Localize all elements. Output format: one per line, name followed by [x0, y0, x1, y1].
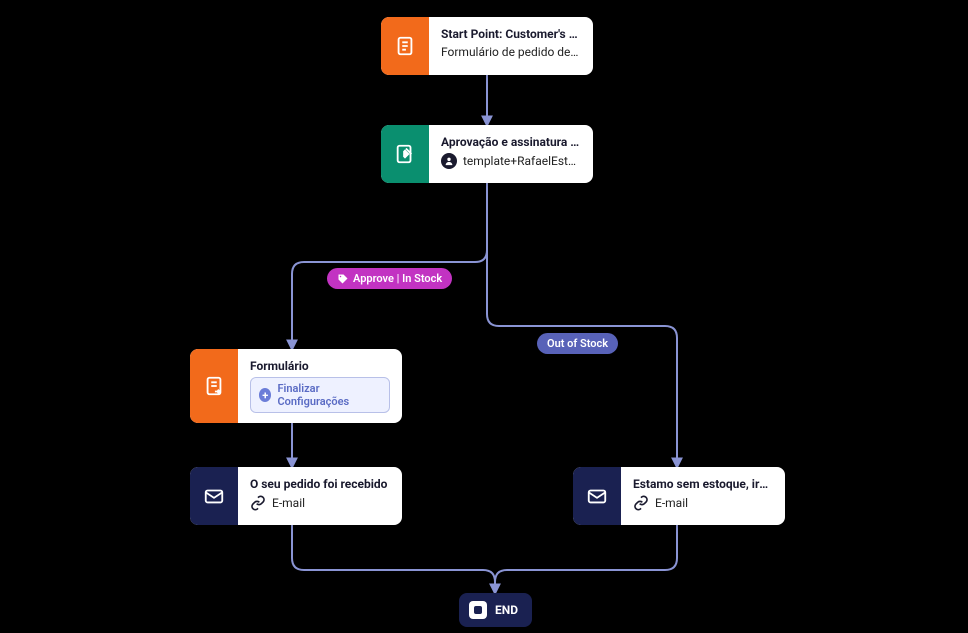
end-label: END	[495, 603, 518, 617]
user-icon	[441, 153, 457, 169]
node-subtitle: template+RafaelEstev...	[441, 153, 581, 169]
edge	[495, 525, 677, 593]
flow-node-approval[interactable]: Aprovação e assinatura do es... template+…	[381, 125, 593, 183]
node-subtitle-text: E-mail	[655, 496, 688, 510]
envelope-icon	[190, 467, 238, 525]
form-icon	[381, 17, 429, 75]
stop-icon	[469, 601, 487, 619]
node-title: Formulário	[250, 359, 390, 373]
node-title: O seu pedido foi recebido	[250, 477, 390, 491]
node-subtitle-text: template+RafaelEstev...	[463, 154, 581, 168]
edge	[292, 525, 495, 593]
link-icon	[633, 495, 649, 511]
node-body: Estamo sem estoque, iremos ... E-mail	[621, 467, 785, 525]
envelope-icon	[573, 467, 621, 525]
node-title: Estamo sem estoque, iremos ...	[633, 477, 773, 491]
node-title: Start Point: Customer's Order	[441, 27, 581, 41]
flow-node-formulario[interactable]: Formulário + Finalizar Configurações	[190, 349, 402, 423]
node-body: O seu pedido foi recebido E-mail	[238, 467, 402, 525]
edge-label-text: Out of Stock	[547, 337, 608, 350]
node-body: Formulário + Finalizar Configurações	[238, 349, 402, 423]
sign-icon	[381, 125, 429, 183]
config-button-label: Finalizar Configurações	[277, 382, 381, 408]
form-out-icon	[190, 349, 238, 423]
tag-icon	[337, 273, 349, 285]
flow-node-start[interactable]: Start Point: Customer's Order Formulário …	[381, 17, 593, 75]
plus-icon: +	[259, 388, 271, 402]
node-subtitle-text: Formulário de pedido de p...	[441, 45, 581, 59]
flow-node-outofstock[interactable]: Estamo sem estoque, iremos ... E-mail	[573, 467, 785, 525]
node-subtitle-text: E-mail	[272, 496, 305, 510]
edge-label-approve: Approve | In Stock	[327, 268, 452, 289]
node-body: Start Point: Customer's Order Formulário …	[429, 17, 593, 75]
edges-layer	[0, 0, 968, 633]
edge	[292, 183, 487, 349]
node-title: Aprovação e assinatura do es...	[441, 135, 581, 149]
end-node[interactable]: END	[459, 593, 532, 627]
link-icon	[250, 495, 266, 511]
flowchart-canvas: Start Point: Customer's Order Formulário …	[0, 0, 968, 633]
edge	[487, 183, 677, 467]
finalize-config-button[interactable]: + Finalizar Configurações	[250, 377, 390, 413]
edge-label-text: Approve | In Stock	[353, 272, 442, 285]
node-subtitle: E-mail	[250, 495, 390, 511]
flow-node-received[interactable]: O seu pedido foi recebido E-mail	[190, 467, 402, 525]
edge-label-outstock: Out of Stock	[537, 333, 618, 354]
node-subtitle: E-mail	[633, 495, 773, 511]
node-subtitle: Formulário de pedido de p...	[441, 45, 581, 59]
node-body: Aprovação e assinatura do es... template+…	[429, 125, 593, 183]
